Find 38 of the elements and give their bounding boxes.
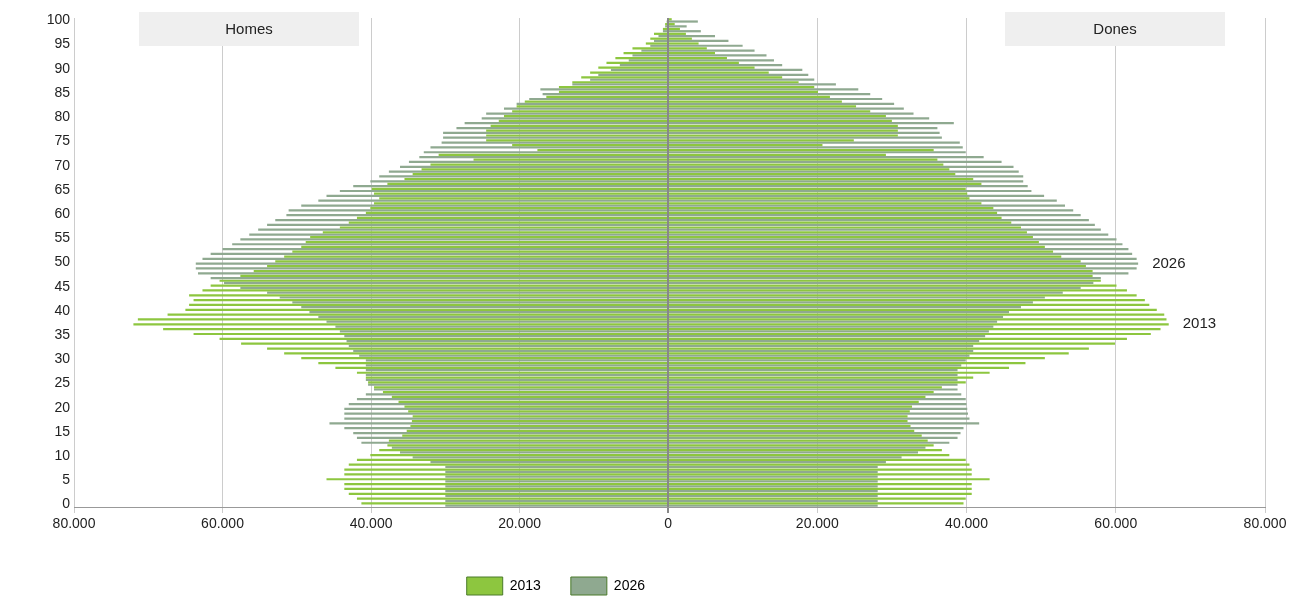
y-tick-label: 95 [54, 35, 71, 52]
y-tick-label: 65 [54, 180, 71, 197]
y-tick-label: 60 [54, 204, 71, 221]
y-tick-label: 85 [54, 83, 71, 100]
y-tick-label: 40 [54, 301, 71, 318]
x-tick-label: 20.000 [795, 515, 839, 532]
y-tick-label: 25 [54, 374, 71, 391]
x-tick-label: 60.000 [1094, 515, 1138, 532]
y-tick-label: 90 [54, 59, 71, 76]
y-tick-label: 0 [62, 495, 71, 512]
y-tick-label: 75 [54, 132, 71, 149]
x-tick-label: 60.000 [201, 515, 245, 532]
legend-label: 2026 [613, 576, 646, 593]
title-box: Dones [1005, 12, 1225, 46]
legend-label: 2013 [509, 576, 542, 593]
y-tick-label: 45 [54, 277, 71, 294]
x-tick-label: 20.000 [498, 515, 542, 532]
x-tick-label: 40.000 [945, 515, 989, 532]
y-tick-label: 15 [54, 422, 71, 439]
x-tick-label: 0 [664, 515, 673, 532]
y-tick-label: 80 [54, 108, 71, 125]
x-tick-label: 80.000 [52, 515, 96, 532]
y-tick-label: 5 [62, 471, 71, 488]
series-label: 2013 [1182, 314, 1217, 332]
y-tick-label: 30 [54, 350, 71, 367]
x-tick-label: 80.000 [1243, 515, 1287, 532]
bar [669, 18, 672, 21]
x-tick-label: 40.000 [349, 515, 393, 532]
y-tick-label: 35 [54, 325, 71, 342]
y-tick-label: 70 [54, 156, 71, 173]
y-tick-label: 100 [46, 11, 71, 28]
y-tick-label: 50 [54, 253, 71, 270]
title-box: Homes [139, 12, 359, 46]
y-tick-label: 10 [54, 447, 71, 464]
y-tick-label: 55 [54, 229, 71, 246]
bar [669, 20, 698, 23]
series-label: 2026 [1152, 253, 1186, 271]
y-tick-label: 20 [54, 398, 71, 415]
